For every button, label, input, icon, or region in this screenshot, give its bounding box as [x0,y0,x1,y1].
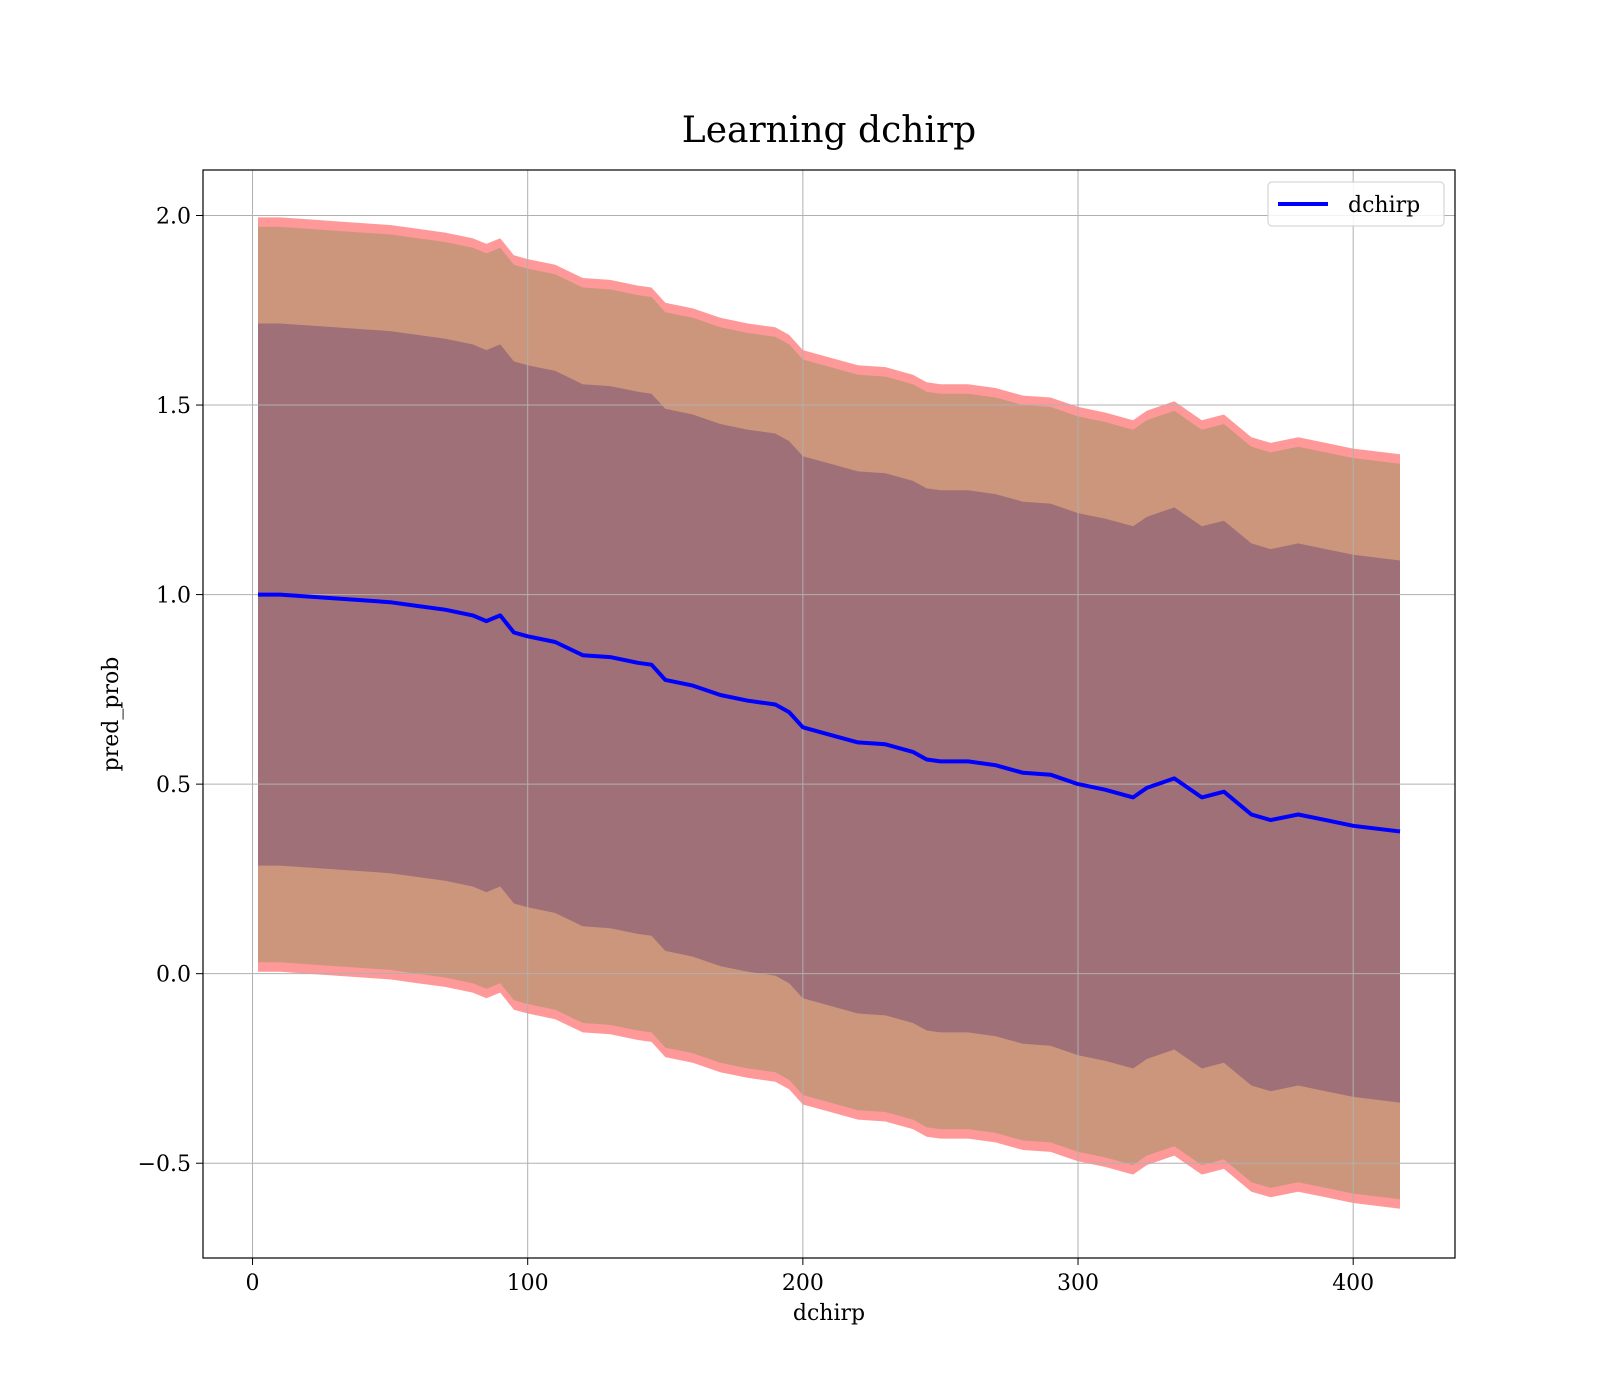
x-tick-label-3: 300 [1057,1271,1099,1296]
y-tick-label-4: 1.5 [156,394,191,419]
band-inner [258,323,1400,1103]
legend: dchirp [1267,181,1445,227]
y-axis-label: pred_prob [99,657,124,772]
x-tick-label-4: 400 [1332,1271,1374,1296]
x-axis-label: dchirp [793,1301,865,1326]
legend-label-dchirp: dchirp [1348,193,1420,218]
x-tick-label-2: 200 [782,1271,824,1296]
axes-frame [202,169,1456,1259]
grid [203,170,1455,1258]
legend-box [1267,181,1445,227]
x-tick-label-1: 100 [507,1271,549,1296]
y-axis-ticks: −0.5 0.0 0.5 1.0 1.5 2.0 [138,204,203,1177]
chart-title: Learning dchirp [682,110,976,151]
y-tick-label-5: 2.0 [156,204,191,229]
x-tick-label-0: 0 [246,1271,260,1296]
x-axis-ticks: 0 100 200 300 400 [246,1258,1374,1296]
confidence-bands [258,217,1400,1209]
y-tick-label-0: −0.5 [138,1152,191,1177]
series-line-dchirp [258,592,1401,834]
y-tick-label-3: 1.0 [156,584,191,609]
y-tick-label-1: 0.0 [156,963,191,988]
y-tick-label-2: 0.5 [156,773,191,798]
axes [202,169,1456,1259]
series-lines [258,592,1401,834]
